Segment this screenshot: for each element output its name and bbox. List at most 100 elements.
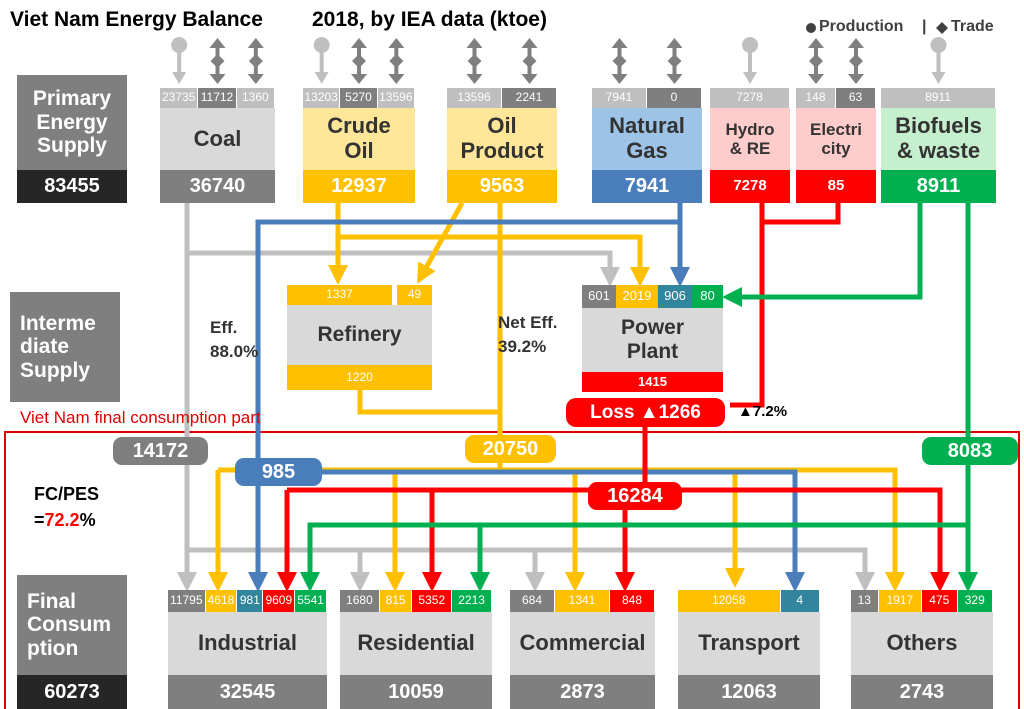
- sector-total: 12063: [678, 675, 820, 709]
- loss-share: ▲7.2%: [738, 403, 787, 420]
- intermediate-label: Interme diate Supply: [10, 292, 120, 402]
- trade-diamond: [389, 54, 404, 68]
- flow-lines: [177, 201, 978, 592]
- sector-input: 9609: [263, 590, 296, 612]
- supply-input: 0: [647, 88, 702, 108]
- supply-input: 13596: [447, 88, 502, 108]
- supply-name: Natural Gas: [592, 108, 702, 170]
- trade-diamond: [667, 54, 682, 68]
- fc-pes-value: =72.2%: [34, 510, 96, 531]
- sector-input: 815: [379, 590, 413, 612]
- primary-total: 83455: [17, 170, 127, 203]
- supply-total: 85: [796, 170, 876, 203]
- sector-input: 2213: [452, 590, 492, 612]
- final-total: 60273: [17, 675, 127, 709]
- refinery-name: Refinery: [287, 305, 432, 365]
- supply-input: 2241: [502, 88, 557, 108]
- sector-input: 1680: [340, 590, 380, 612]
- supply-total: 9563: [447, 170, 557, 203]
- trade-diamond: [467, 54, 482, 68]
- sector-name: Residential: [340, 612, 492, 675]
- final-label: Final Consum ption: [17, 575, 127, 675]
- refinery-input: 49: [397, 285, 432, 305]
- primary-label: Primary Energy Supply: [17, 75, 127, 170]
- trade-diamond: [352, 54, 366, 68]
- legend-separator: |: [922, 18, 927, 35]
- sector-input: 12058: [678, 590, 781, 612]
- supply-input: 5270: [340, 88, 378, 108]
- trade-diamond: [210, 54, 225, 68]
- legend-production: Production: [819, 18, 904, 35]
- sector-input: 1917: [878, 590, 922, 612]
- sector-total: 2743: [851, 675, 993, 709]
- supply-input: 11712: [198, 88, 237, 108]
- supply-name: Biofuels & waste: [881, 108, 996, 170]
- trade-diamond: [849, 54, 863, 68]
- supply-input: 7278: [710, 88, 790, 108]
- refinery-output: 1220: [287, 365, 432, 390]
- sector-total: 32545: [168, 675, 327, 709]
- sector-input: 981: [237, 590, 264, 612]
- final-frame: [4, 431, 1020, 709]
- flow-total: 985: [235, 458, 322, 486]
- trade-diamond: [612, 54, 627, 68]
- sector-input: 5352: [412, 590, 453, 612]
- supply-input: 148: [796, 88, 836, 108]
- fc-pes-suffix: %: [79, 510, 96, 530]
- loss-share-suffix: %: [773, 403, 788, 420]
- section-label: Viet Nam final consumption part: [20, 408, 261, 427]
- sector-input: 848: [610, 590, 655, 612]
- production-icon: [930, 37, 947, 53]
- power-input: 906: [658, 285, 692, 308]
- subtitle: 2018, by IEA data (ktoe): [312, 8, 547, 31]
- sector-input: 4: [780, 590, 820, 612]
- supply-input: 8911: [881, 88, 996, 108]
- sector-input: 11795: [168, 590, 206, 612]
- supply-icons: [171, 37, 947, 84]
- net-efficiency-label: Net Eff.: [498, 313, 558, 332]
- production-icon: [742, 37, 758, 53]
- supply-input: 63: [836, 88, 876, 108]
- power-output: 1415: [582, 372, 723, 392]
- legend-trade-icon: [936, 22, 948, 34]
- fc-pes-value: 72.2: [44, 510, 80, 530]
- sector-name: Commercial: [510, 612, 655, 675]
- legend-production-icon: [806, 23, 816, 33]
- sector-input: 329: [957, 590, 993, 612]
- title: Viet Nam Energy Balance: [10, 8, 263, 31]
- flow-total: 20750: [465, 435, 556, 463]
- legend-trade: Trade: [951, 18, 994, 35]
- supply-name: Hydro & RE: [710, 108, 790, 170]
- trade-diamond: [522, 54, 537, 68]
- sector-total: 2873: [510, 675, 655, 709]
- supply-total: 36740: [160, 170, 275, 203]
- production-icon: [171, 37, 188, 53]
- power-input: 80: [692, 285, 723, 308]
- supply-name: Oil Product: [447, 108, 557, 170]
- supply-input: 23735: [160, 88, 199, 108]
- flow-total: 14172: [113, 437, 208, 465]
- trade-diamond: [248, 54, 263, 68]
- loss-label: Loss ▲: [590, 401, 659, 423]
- supply-total: 7941: [592, 170, 702, 203]
- power-name: Power Plant: [582, 308, 723, 372]
- supply-name: Electri city: [796, 108, 876, 170]
- loss-value: 1266: [658, 401, 701, 423]
- supply-total: 12937: [303, 170, 415, 203]
- sector-name: Others: [851, 612, 993, 675]
- production-arrow: [931, 50, 946, 84]
- fc-pes-prefix: =: [34, 510, 45, 530]
- efficiency-label: Eff.: [210, 318, 238, 337]
- production-arrow: [314, 50, 329, 84]
- supply-input: 7941: [592, 88, 647, 108]
- supply-input: 13203: [303, 88, 341, 108]
- supply-name: Coal: [160, 108, 275, 170]
- sector-input: 475: [922, 590, 958, 612]
- production-arrow: [172, 50, 187, 84]
- sector-input: 4618: [205, 590, 238, 612]
- sector-input: 1341: [555, 590, 610, 612]
- loss-share-prefix: ▲: [738, 403, 753, 420]
- sector-input: 684: [510, 590, 555, 612]
